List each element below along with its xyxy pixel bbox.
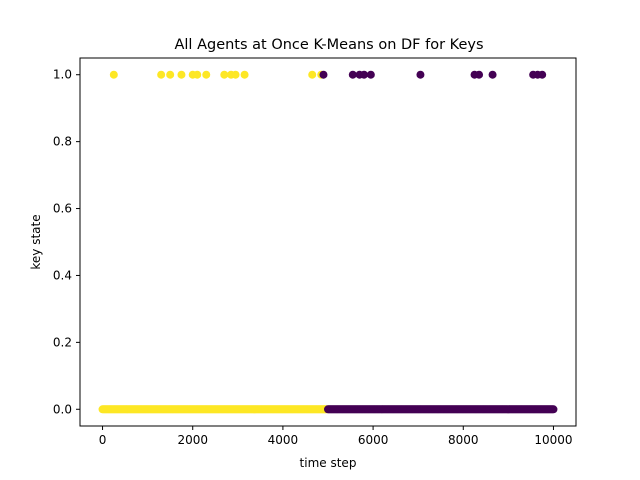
scatter-point [416,70,425,79]
x-tick-label: 2000 [177,433,208,447]
x-tick-label: 10000 [534,433,572,447]
scatter-point [348,70,357,79]
x-tick-label: 6000 [358,433,389,447]
y-tick-label: 0.6 [53,202,72,216]
chart-title: All Agents at Once K-Means on DF for Key… [174,37,483,53]
scatter-point [366,70,375,79]
y-tick-label: 0.0 [53,402,72,416]
y-axis: 0.0 0.2 0.4 0.6 0.8 1.0 [53,68,80,416]
scatter-point [231,70,240,79]
y-axis-label: key state [29,214,43,269]
scatter-point [193,70,202,79]
scatter-point [475,70,484,79]
scatter-point [488,70,497,79]
scatter-point [177,70,186,79]
scatter-point [109,70,118,79]
scatter-point [360,70,369,79]
y-tick-label: 0.8 [53,135,72,149]
plot-frame [79,57,577,427]
scatter-point [202,70,211,79]
scatter-point [220,70,229,79]
x-axis-label: time step [300,456,357,470]
scatter-point [308,70,317,79]
x-tick-label: 8000 [448,433,479,447]
plot-area [98,70,558,414]
scatter-point [319,70,328,79]
x-tick-label: 0 [99,433,107,447]
x-tick-label: 4000 [268,433,299,447]
y-tick-label: 0.4 [53,268,72,282]
scatter-point [240,70,249,79]
x-axis: 0 2000 4000 6000 8000 10000 [99,426,573,447]
scatter-point [549,405,558,414]
y-tick-label: 0.2 [53,335,72,349]
y-tick-label: 1.0 [53,68,72,82]
scatter-point [538,70,547,79]
scatter-point [157,70,166,79]
scatter-point [166,70,175,79]
